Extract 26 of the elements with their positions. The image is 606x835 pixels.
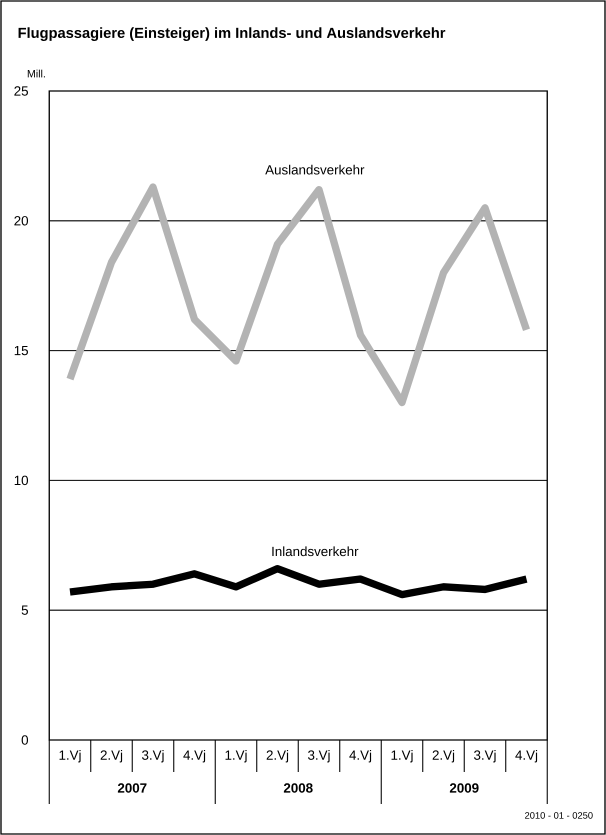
series-label: Auslandsverkehr bbox=[265, 164, 364, 175]
y-tick-label: 5 bbox=[22, 606, 28, 615]
y-tick-label: 20 bbox=[14, 216, 28, 226]
chart-title: Flugpassagiere (Einsteiger) im Inlands- und Auslandsverkehr bbox=[18, 27, 446, 42]
text: 2009 bbox=[450, 783, 479, 793]
x-tick-label: 4.Vj bbox=[349, 750, 372, 762]
x-tick-label: 1.Vj bbox=[226, 750, 247, 762]
x-tick-label: 1.Vj bbox=[392, 750, 413, 762]
y-tick-label: 0 bbox=[22, 735, 28, 745]
series-label: Inlandsverkehr bbox=[272, 546, 358, 556]
x-tick-label: 3.Vj bbox=[474, 750, 496, 762]
x-tick-label: 2.Vj bbox=[100, 750, 122, 762]
x-tick-label: 3.Vj bbox=[142, 750, 164, 762]
y-tick-label: 25 bbox=[14, 86, 28, 96]
text: 2010 - 01 - 0250 bbox=[525, 812, 593, 819]
x-tick-label: 4.Vj bbox=[183, 750, 206, 762]
text: 2007 bbox=[118, 783, 146, 793]
x-tick-label: 1.Vj bbox=[60, 750, 81, 762]
x-tick-label: 2.Vj bbox=[432, 750, 454, 762]
x-tick-label: 4.Vj bbox=[515, 750, 538, 762]
y-axis-title: Mill. bbox=[28, 70, 45, 78]
y-tick-label: 15 bbox=[14, 346, 28, 356]
text: 2008 bbox=[284, 783, 313, 793]
x-tick-label: 3.Vj bbox=[308, 750, 330, 762]
y-tick-label: 10 bbox=[14, 476, 28, 486]
x-tick-label: 2.Vj bbox=[266, 750, 288, 762]
